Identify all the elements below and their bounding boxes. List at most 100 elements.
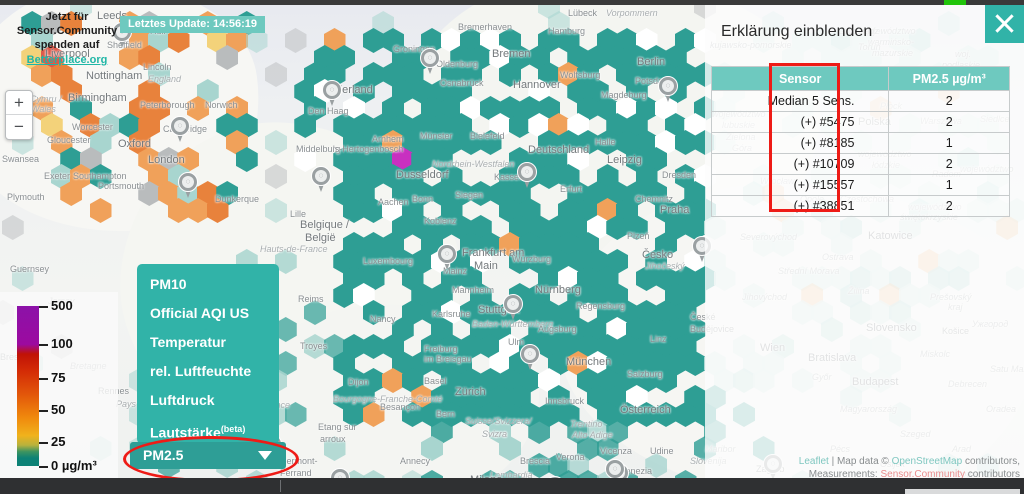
sensor-hexagon[interactable] [333,385,356,410]
sensor-hexagon[interactable] [450,79,473,104]
sensor-hexagon[interactable] [216,181,239,206]
sensor-hexagon[interactable] [187,198,209,223]
sensor-hexagon[interactable] [333,113,356,138]
sensor-hexagon[interactable] [625,385,648,410]
sensor-hexagon[interactable] [421,300,443,325]
sensor-community-link[interactable]: Sensor.Community [880,469,965,480]
sensor-hexagon[interactable] [333,45,356,70]
sensor-hexagon[interactable] [343,334,365,359]
sensor-hexagon[interactable] [684,283,707,308]
sensor-hexagon[interactable] [450,181,473,206]
sensor-hexagon[interactable] [586,419,609,444]
sensor-hexagon[interactable] [547,215,570,240]
sensor-hexagon[interactable] [294,79,317,104]
sensor-hexagon[interactable] [440,130,463,155]
sensor-hexagon[interactable] [128,130,151,155]
sensor-hexagon[interactable] [577,436,599,461]
sensor-hexagon[interactable] [21,11,44,36]
sensor-hexagon[interactable] [60,11,83,36]
sensor-hexagon[interactable] [343,232,365,257]
sensor-hexagon[interactable] [362,368,385,393]
sensor-hexagon[interactable] [596,198,619,223]
sensor-hexagon[interactable] [596,164,619,189]
sensor-hexagon[interactable] [499,232,521,257]
sensor-hexagon[interactable] [606,283,629,308]
sensor-hexagon[interactable] [538,130,560,155]
sensor-hexagon[interactable] [499,28,521,53]
sensor-hexagon[interactable] [567,317,590,342]
map-marker-pin[interactable]: ◌ [658,76,678,103]
sensor-hexagon[interactable] [89,130,112,155]
sensor-hexagon[interactable] [343,130,365,155]
sensor-hexagon[interactable] [401,266,424,291]
sensor-hexagon[interactable] [89,164,112,189]
sensor-hexagon[interactable] [343,368,365,393]
sensor-hexagon[interactable] [460,266,482,291]
sensor-hexagon[interactable] [411,249,434,274]
sensor-hexagon[interactable] [479,334,502,359]
sensor-hexagon[interactable] [655,300,677,325]
sensor-hexagon[interactable] [440,96,463,121]
sensor-hexagon[interactable] [606,215,629,240]
sensor-hexagon[interactable] [586,317,609,342]
sensor-hexagon[interactable] [508,45,531,70]
sensor-hexagon[interactable] [684,215,707,240]
sensor-hexagon[interactable] [440,300,463,325]
sensor-hexagon[interactable] [596,334,619,359]
sensor-hexagon[interactable] [538,96,560,121]
sensor-hexagon[interactable] [411,283,434,308]
sensor-hexagon[interactable] [635,402,658,427]
sensor-hexagon[interactable] [479,368,502,393]
sensor-hexagon[interactable] [616,368,638,393]
sensor-hexagon[interactable] [235,147,258,172]
map-marker-pin[interactable]: ◌ [322,80,342,107]
sensor-hexagon[interactable] [352,181,375,206]
sensor-hexagon[interactable] [430,113,453,138]
sensor-hexagon[interactable] [187,96,209,121]
sensor-hexagon[interactable] [265,198,287,223]
sensor-hexagon[interactable] [606,181,629,206]
sensor-hexagon[interactable] [148,96,170,121]
sensor-hexagon[interactable] [528,317,551,342]
sensor-hexagon[interactable] [499,368,521,393]
sensor-hexagon[interactable] [352,113,375,138]
sensor-hexagon[interactable] [528,249,551,274]
sensor-hexagon[interactable] [362,164,385,189]
sensor-hexagon[interactable] [577,334,599,359]
sensor-hexagon[interactable] [606,351,629,376]
sensor-hexagon[interactable] [382,96,404,121]
sensor-hexagon[interactable] [138,45,161,70]
sensor-hexagon[interactable] [352,79,375,104]
sensor-hexagon[interactable] [40,113,63,138]
sensor-hexagon[interactable] [235,113,258,138]
sensor-hexagon[interactable] [616,96,638,121]
sensor-hexagon[interactable] [440,266,463,291]
sensor-hexagon[interactable] [70,164,92,189]
sensor-hexagon[interactable] [60,181,83,206]
sensor-hexagon[interactable] [50,62,73,87]
sensor-hexagon[interactable] [635,62,658,87]
map-marker-pin[interactable]: ◌ [178,172,198,199]
sensor-hexagon[interactable] [606,249,629,274]
sensor-hexagon[interactable] [508,385,531,410]
sensor-hexagon[interactable] [430,147,453,172]
sensor-hexagon[interactable] [684,181,707,206]
sensor-hexagon[interactable] [460,62,482,87]
table-row[interactable]: Median 5 Sens. 2 [710,90,1010,112]
sensor-hexagon[interactable] [50,164,73,189]
zoom-in-button[interactable]: + [6,91,32,115]
sensor-hexagon[interactable] [518,402,541,427]
sensor-hexagon[interactable] [586,385,609,410]
sensor-hexagon[interactable] [557,470,580,478]
sensor-hexagon[interactable] [479,232,502,257]
sensor-hexagon[interactable] [372,249,395,274]
sensor-hexagon[interactable] [674,300,697,325]
sensor-hexagon[interactable] [645,453,668,478]
sensor-hexagon[interactable] [343,96,365,121]
sensor-hexagon[interactable] [226,28,248,53]
sensor-hexagon[interactable] [606,45,629,70]
sensor-hexagon[interactable] [460,334,482,359]
sensor-hexagon[interactable] [265,130,287,155]
sensor-hexagon[interactable] [450,45,473,70]
sensor-hexagon[interactable] [304,62,326,87]
